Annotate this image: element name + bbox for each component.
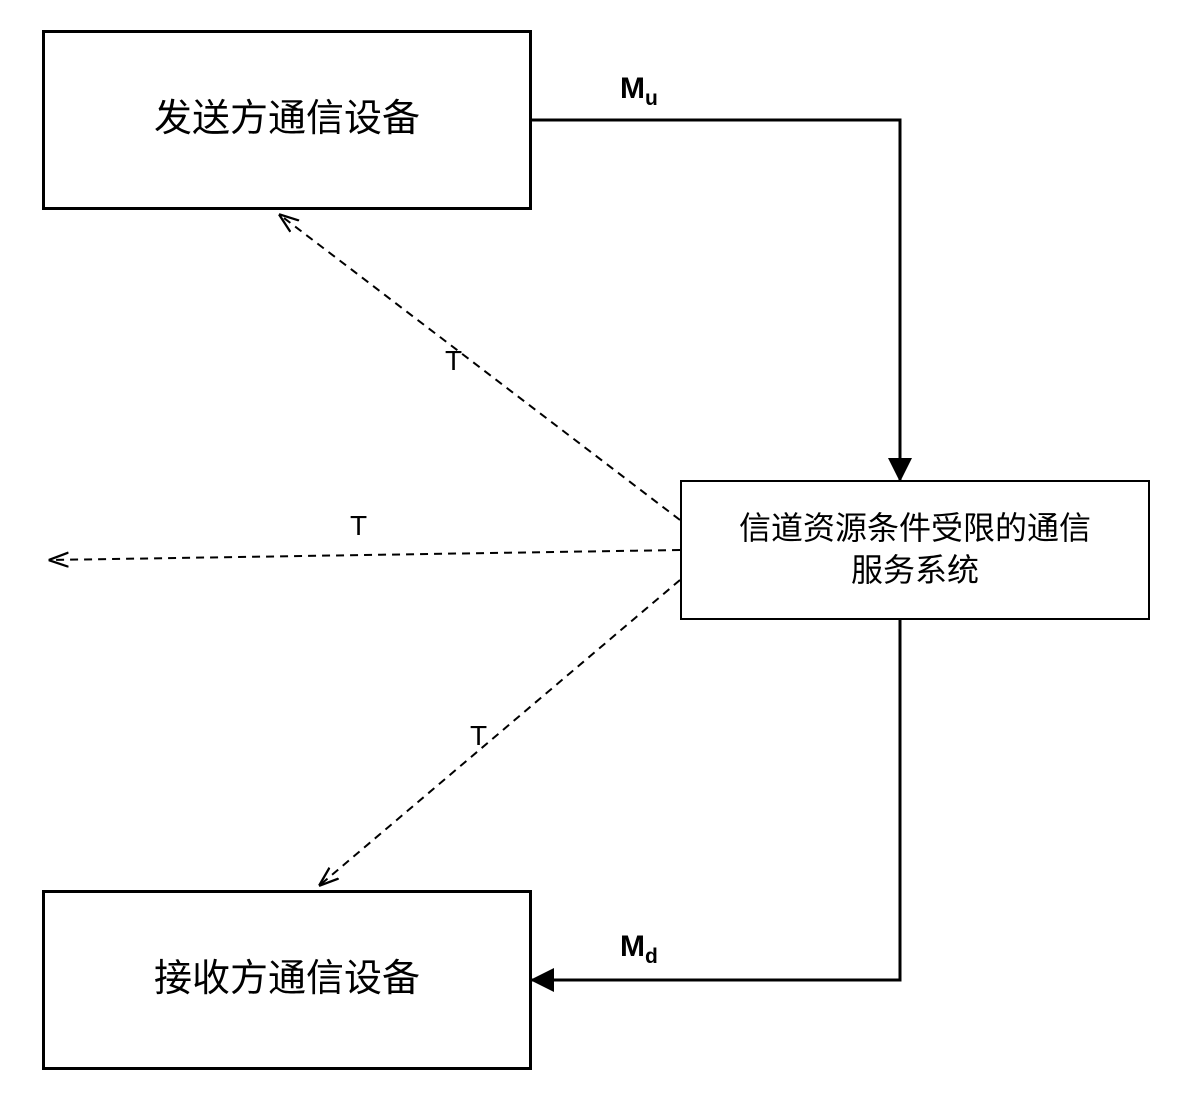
label-t3: T: [470, 720, 487, 752]
label-mu: Mu: [620, 72, 658, 111]
label-t1: T: [445, 345, 462, 377]
sender-label: 发送方通信设备: [144, 89, 430, 150]
sender-box: 发送方通信设备: [42, 30, 532, 210]
receiver-label: 接收方通信设备: [144, 949, 430, 1010]
receiver-box: 接收方通信设备: [42, 890, 532, 1070]
service-box: 信道资源条件受限的通信服务系统: [680, 480, 1150, 620]
service-label: 信道资源条件受限的通信服务系统: [729, 502, 1101, 597]
diagram-canvas: 发送方通信设备 信道资源条件受限的通信服务系统 接收方通信设备 Mu Md T …: [0, 0, 1179, 1103]
label-t2: T: [350, 510, 367, 542]
label-md: Md: [620, 930, 658, 969]
